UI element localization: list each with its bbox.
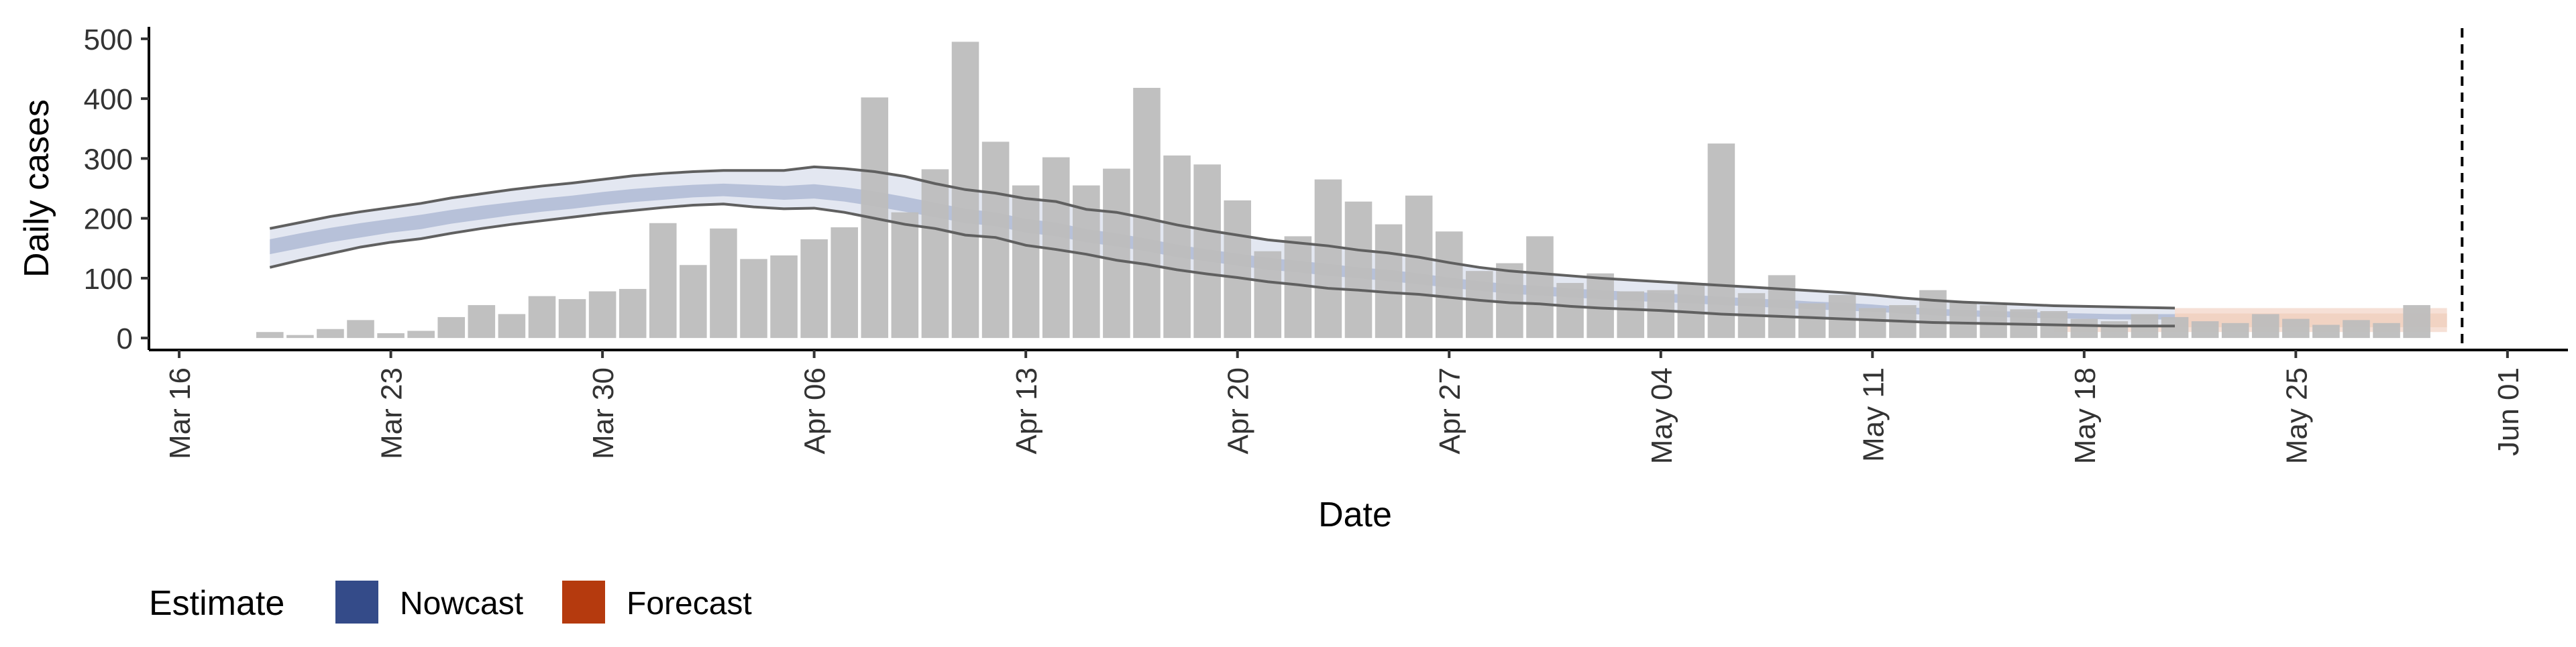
nowcast-inner-band — [270, 183, 2176, 320]
bar — [2343, 320, 2370, 339]
bars-layer — [256, 42, 2430, 339]
x-tick-label: Jun 01 — [2492, 367, 2525, 456]
bar — [2373, 322, 2400, 339]
bar — [1193, 164, 1221, 339]
bar — [1344, 201, 1373, 339]
bar — [256, 332, 284, 339]
bar — [1466, 271, 1493, 339]
x-tick-label: May 11 — [1857, 367, 1890, 462]
bar — [830, 227, 859, 339]
bar — [468, 305, 496, 339]
bar — [740, 259, 767, 339]
bar — [1587, 273, 1614, 339]
x-tick-label: Apr 20 — [1222, 367, 1255, 455]
bar — [498, 314, 526, 339]
bar — [1405, 195, 1433, 339]
bar — [800, 239, 828, 339]
y-tick-label: 0 — [117, 322, 133, 355]
bar — [2312, 325, 2340, 339]
bar — [1949, 302, 1977, 339]
legend-swatch-forecast — [562, 581, 605, 624]
x-tick-label: Apr 13 — [1010, 367, 1043, 455]
x-tick-label: Mar 23 — [376, 367, 409, 459]
bar — [921, 169, 949, 339]
bar — [710, 228, 737, 339]
bar — [1768, 275, 1796, 339]
bar — [1647, 290, 1675, 339]
axes-layer: 0 100 200 300 400 500 Mar 16 Mar 23 Mar 30 Apr 06… — [84, 23, 2568, 464]
bar — [1858, 308, 1886, 339]
bar — [2191, 321, 2219, 339]
bar — [317, 329, 344, 339]
bar — [2251, 314, 2279, 339]
bar — [407, 331, 435, 339]
y-tick-label: 400 — [84, 83, 133, 116]
y-tick-label: 300 — [84, 143, 133, 176]
legend-title: Estimate — [149, 584, 284, 623]
y-axis-title: Daily cases — [17, 99, 56, 278]
bar — [377, 333, 405, 339]
x-tick-label: Apr 27 — [1434, 367, 1466, 455]
nowcast-upper-line — [269, 165, 2176, 310]
bar — [1163, 155, 1191, 339]
nowcast-lower-line — [269, 202, 2176, 328]
bar — [1526, 236, 1554, 339]
bar — [770, 255, 798, 339]
bar — [1375, 224, 1403, 339]
bar — [1980, 305, 2007, 339]
bar — [1617, 291, 1644, 339]
bar — [1798, 303, 1826, 339]
bar — [558, 299, 586, 339]
legend-swatch-nowcast — [335, 581, 378, 624]
bar — [2282, 318, 2310, 339]
x-tick-label: Mar 16 — [164, 367, 197, 459]
bar — [680, 265, 707, 339]
x-tick-label: Apr 06 — [799, 367, 832, 455]
bar — [649, 223, 677, 339]
bar — [1556, 283, 1584, 339]
bar — [1707, 143, 1735, 339]
bar — [1314, 179, 1342, 339]
bar — [286, 335, 314, 339]
bar — [1224, 200, 1251, 339]
legend-label-forecast: Forecast — [627, 586, 752, 622]
legend: Estimate Nowcast Forecast — [149, 581, 752, 624]
x-tick-label: Mar 30 — [587, 367, 620, 459]
bar — [437, 316, 466, 339]
bar — [1254, 251, 1282, 339]
x-tick-label: May 25 — [2280, 367, 2313, 464]
bar — [2403, 305, 2430, 339]
x-tick-label: May 04 — [1646, 367, 1678, 464]
bar — [2161, 316, 2189, 339]
reference-line-layer — [269, 28, 2464, 350]
bar — [2070, 318, 2098, 339]
y-tick-label: 200 — [84, 203, 133, 236]
bar — [1496, 263, 1523, 339]
y-tick-label: 100 — [84, 263, 133, 296]
bar — [1919, 290, 1947, 339]
bar — [347, 320, 374, 339]
bar — [619, 288, 647, 339]
bar — [1435, 231, 1463, 339]
bar — [1133, 88, 1161, 339]
x-tick-label: May 18 — [2069, 367, 2102, 464]
bar — [2221, 322, 2249, 339]
legend-label-nowcast: Nowcast — [400, 586, 523, 622]
bar — [891, 212, 919, 339]
bar — [528, 296, 556, 339]
bar — [2100, 321, 2129, 339]
x-axis-title: Date — [1318, 495, 1392, 534]
bar — [1012, 185, 1040, 339]
bar — [1103, 168, 1130, 339]
y-tick-label: 500 — [84, 23, 133, 56]
bar — [588, 291, 616, 339]
bar — [1828, 294, 1856, 339]
